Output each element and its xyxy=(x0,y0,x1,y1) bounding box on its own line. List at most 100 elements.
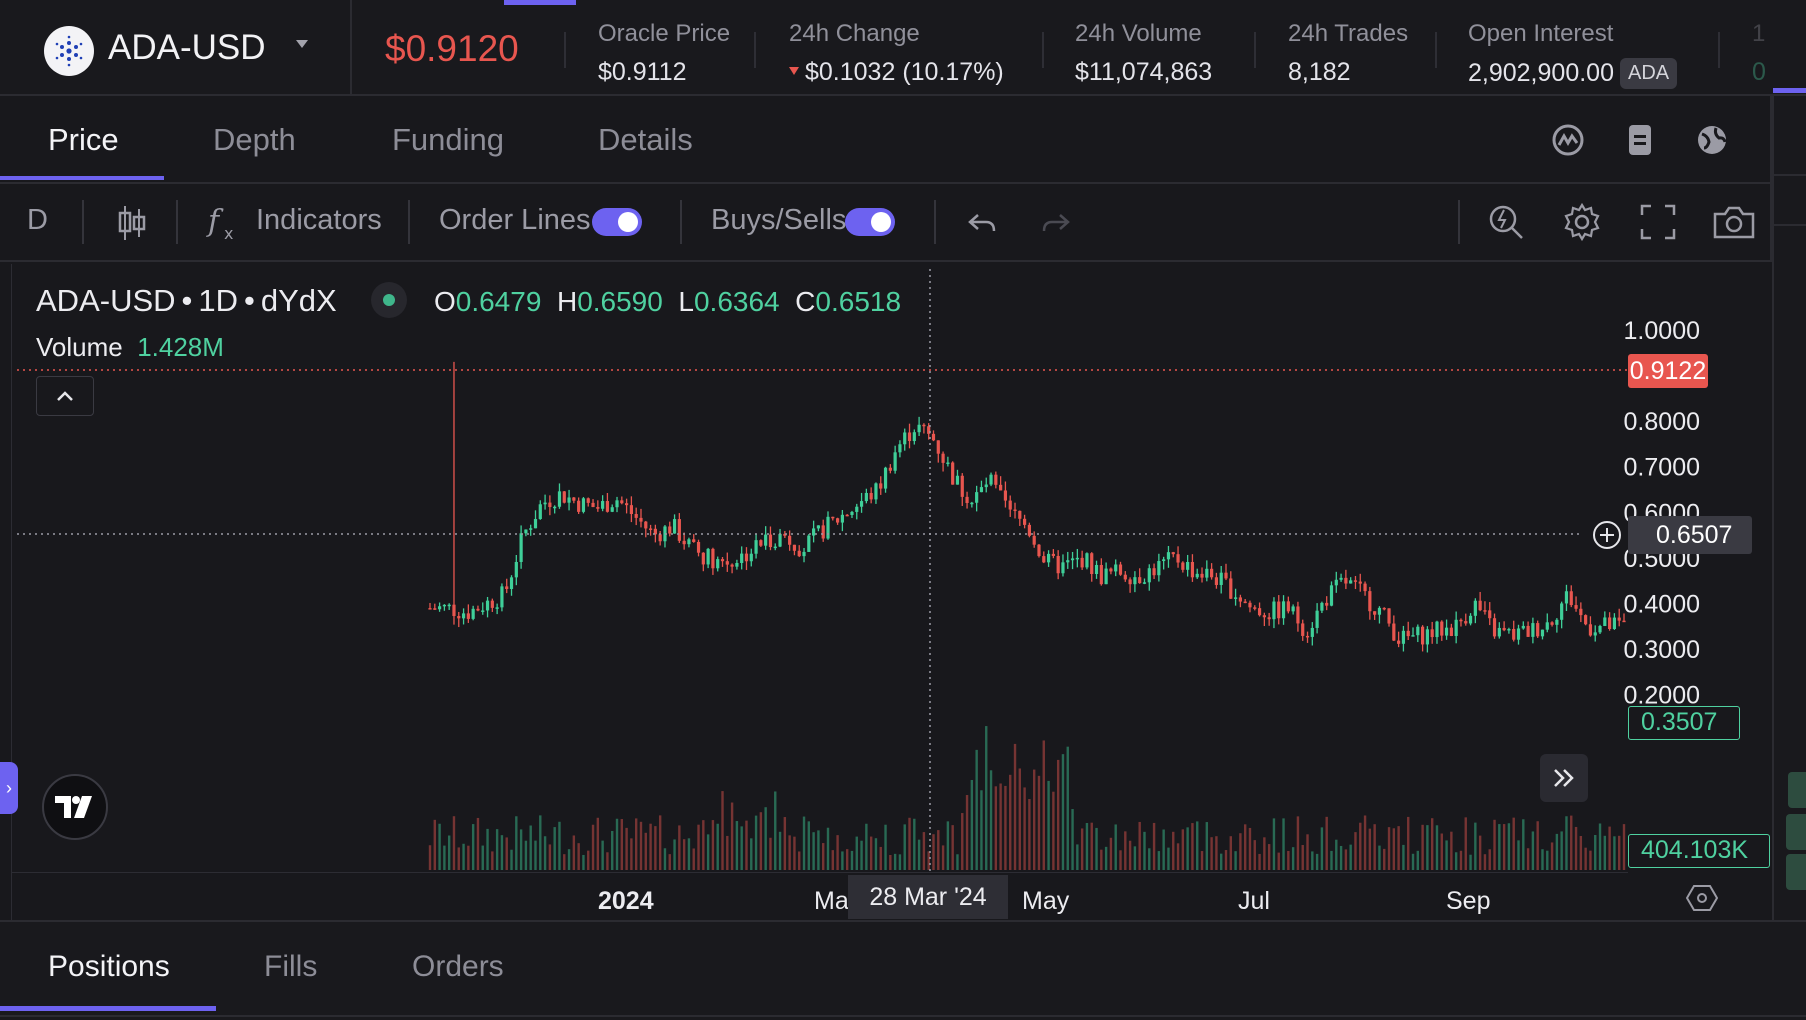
candle-body xyxy=(509,577,514,589)
sidebar-toggle[interactable]: › xyxy=(0,762,18,814)
candle-body xyxy=(706,548,710,565)
candle-body xyxy=(1046,553,1051,563)
volume-bar xyxy=(1224,850,1228,870)
candle-body xyxy=(1579,608,1583,616)
tab-depth[interactable]: Depth xyxy=(213,122,296,157)
candle-body xyxy=(668,526,672,534)
market-selector[interactable]: ADA-USD xyxy=(0,0,352,96)
candle-body xyxy=(1305,635,1310,638)
candle-body xyxy=(1507,628,1511,631)
tradingview-logo-icon[interactable] xyxy=(42,774,108,840)
globe-icon[interactable] xyxy=(1692,120,1732,160)
buys-sells-toggle[interactable] xyxy=(845,208,895,236)
volume-bar xyxy=(985,726,988,870)
interval-button[interactable]: D xyxy=(27,204,48,236)
candlestick-type-icon[interactable] xyxy=(112,202,152,244)
axis-settings-icon[interactable] xyxy=(1684,883,1720,913)
volume-bar xyxy=(692,848,695,870)
document-icon[interactable] xyxy=(1620,120,1660,160)
collapse-legend-button[interactable] xyxy=(36,376,94,416)
candle-body xyxy=(1138,577,1142,584)
candle-body xyxy=(1003,490,1008,501)
candle-body xyxy=(1406,630,1410,637)
candle-body xyxy=(1560,603,1564,620)
candle-body xyxy=(831,516,835,519)
volume-bar xyxy=(1430,818,1434,870)
candle-body xyxy=(1190,562,1195,578)
candle-body xyxy=(1334,579,1338,586)
volume-bar xyxy=(1109,837,1113,870)
candle-body xyxy=(730,564,734,567)
divider xyxy=(1042,32,1044,68)
order-lines-toggle[interactable] xyxy=(592,208,642,236)
volume-value: 1.428M xyxy=(137,332,224,362)
tab-price[interactable]: Price xyxy=(48,122,119,157)
volume-bar xyxy=(1133,846,1137,870)
candle-body xyxy=(1353,580,1358,582)
candle-body xyxy=(677,519,681,541)
price-chart[interactable]: 1.0000 0.8000 0.7000 0.6000 0.5000 0.4000 0.30… xyxy=(12,264,1772,920)
candle-body xyxy=(629,505,633,515)
last-price-label: 0.9122 xyxy=(1628,354,1708,388)
high-label: H xyxy=(556,286,578,317)
volume-bar xyxy=(1172,831,1175,870)
tab-details[interactable]: Details xyxy=(598,122,693,157)
volume-label: Volume xyxy=(36,332,123,362)
indicators-button[interactable]: Indicators xyxy=(256,204,382,236)
volume-bar xyxy=(884,824,887,870)
open-label: O xyxy=(433,286,456,317)
candle-body xyxy=(591,502,595,508)
volume-bar xyxy=(769,837,772,870)
volume-bar xyxy=(1320,827,1324,870)
volume-bar xyxy=(1296,816,1300,870)
redo-icon[interactable] xyxy=(1036,204,1076,244)
volume-bar xyxy=(1047,780,1050,870)
undo-icon[interactable] xyxy=(962,204,1002,244)
stat-label: 24h Trades xyxy=(1288,20,1409,47)
volume-bar xyxy=(1339,845,1343,870)
candle-body xyxy=(1468,615,1473,624)
candle-body xyxy=(1032,535,1036,545)
scroll-to-realtime-button[interactable] xyxy=(1540,754,1588,802)
volume-bar xyxy=(941,845,945,870)
add-alert-icon[interactable] xyxy=(1588,516,1626,554)
settings-gear-icon[interactable] xyxy=(1560,200,1604,244)
quick-search-icon[interactable] xyxy=(1484,200,1528,244)
chevron-down-icon[interactable] xyxy=(296,40,308,48)
candle-body xyxy=(1555,619,1559,625)
candle-body xyxy=(999,484,1003,491)
coinmarketcap-icon[interactable] xyxy=(1548,120,1588,160)
candle-body xyxy=(1425,629,1429,645)
volume-bar xyxy=(1009,774,1012,870)
volume-bar xyxy=(889,854,892,870)
candle-body xyxy=(893,452,897,471)
candle-body xyxy=(807,535,811,552)
volume-bar xyxy=(601,840,604,870)
volume-bar xyxy=(1507,823,1511,870)
double-chevron-right-icon xyxy=(1554,769,1574,787)
volume-bar xyxy=(1445,840,1448,870)
candle-body xyxy=(625,503,629,506)
volume-bar xyxy=(798,851,801,870)
volume-bar xyxy=(1589,850,1592,870)
tab-funding[interactable]: Funding xyxy=(392,122,505,157)
candle-body xyxy=(1387,608,1391,624)
stat-value-text: 2,902,900.00 xyxy=(1468,59,1614,87)
candle-body xyxy=(1617,617,1621,621)
fullscreen-icon[interactable] xyxy=(1636,200,1680,244)
tab-orders[interactable]: Orders xyxy=(412,950,504,983)
volume-bar xyxy=(687,838,691,870)
camera-icon[interactable] xyxy=(1710,200,1758,244)
candle-body xyxy=(1569,591,1573,606)
volume-bar xyxy=(658,815,662,870)
tab-positions[interactable]: Positions xyxy=(48,950,170,983)
candle-body xyxy=(639,517,643,522)
divider xyxy=(754,32,756,68)
candle-body xyxy=(1459,619,1463,622)
tab-fills[interactable]: Fills xyxy=(264,950,318,983)
chart-canvas[interactable]: 1.00000.80000.70000.60000.50000.40000.30… xyxy=(12,264,1772,920)
low-label: L xyxy=(678,286,694,317)
volume-bar xyxy=(582,854,585,870)
